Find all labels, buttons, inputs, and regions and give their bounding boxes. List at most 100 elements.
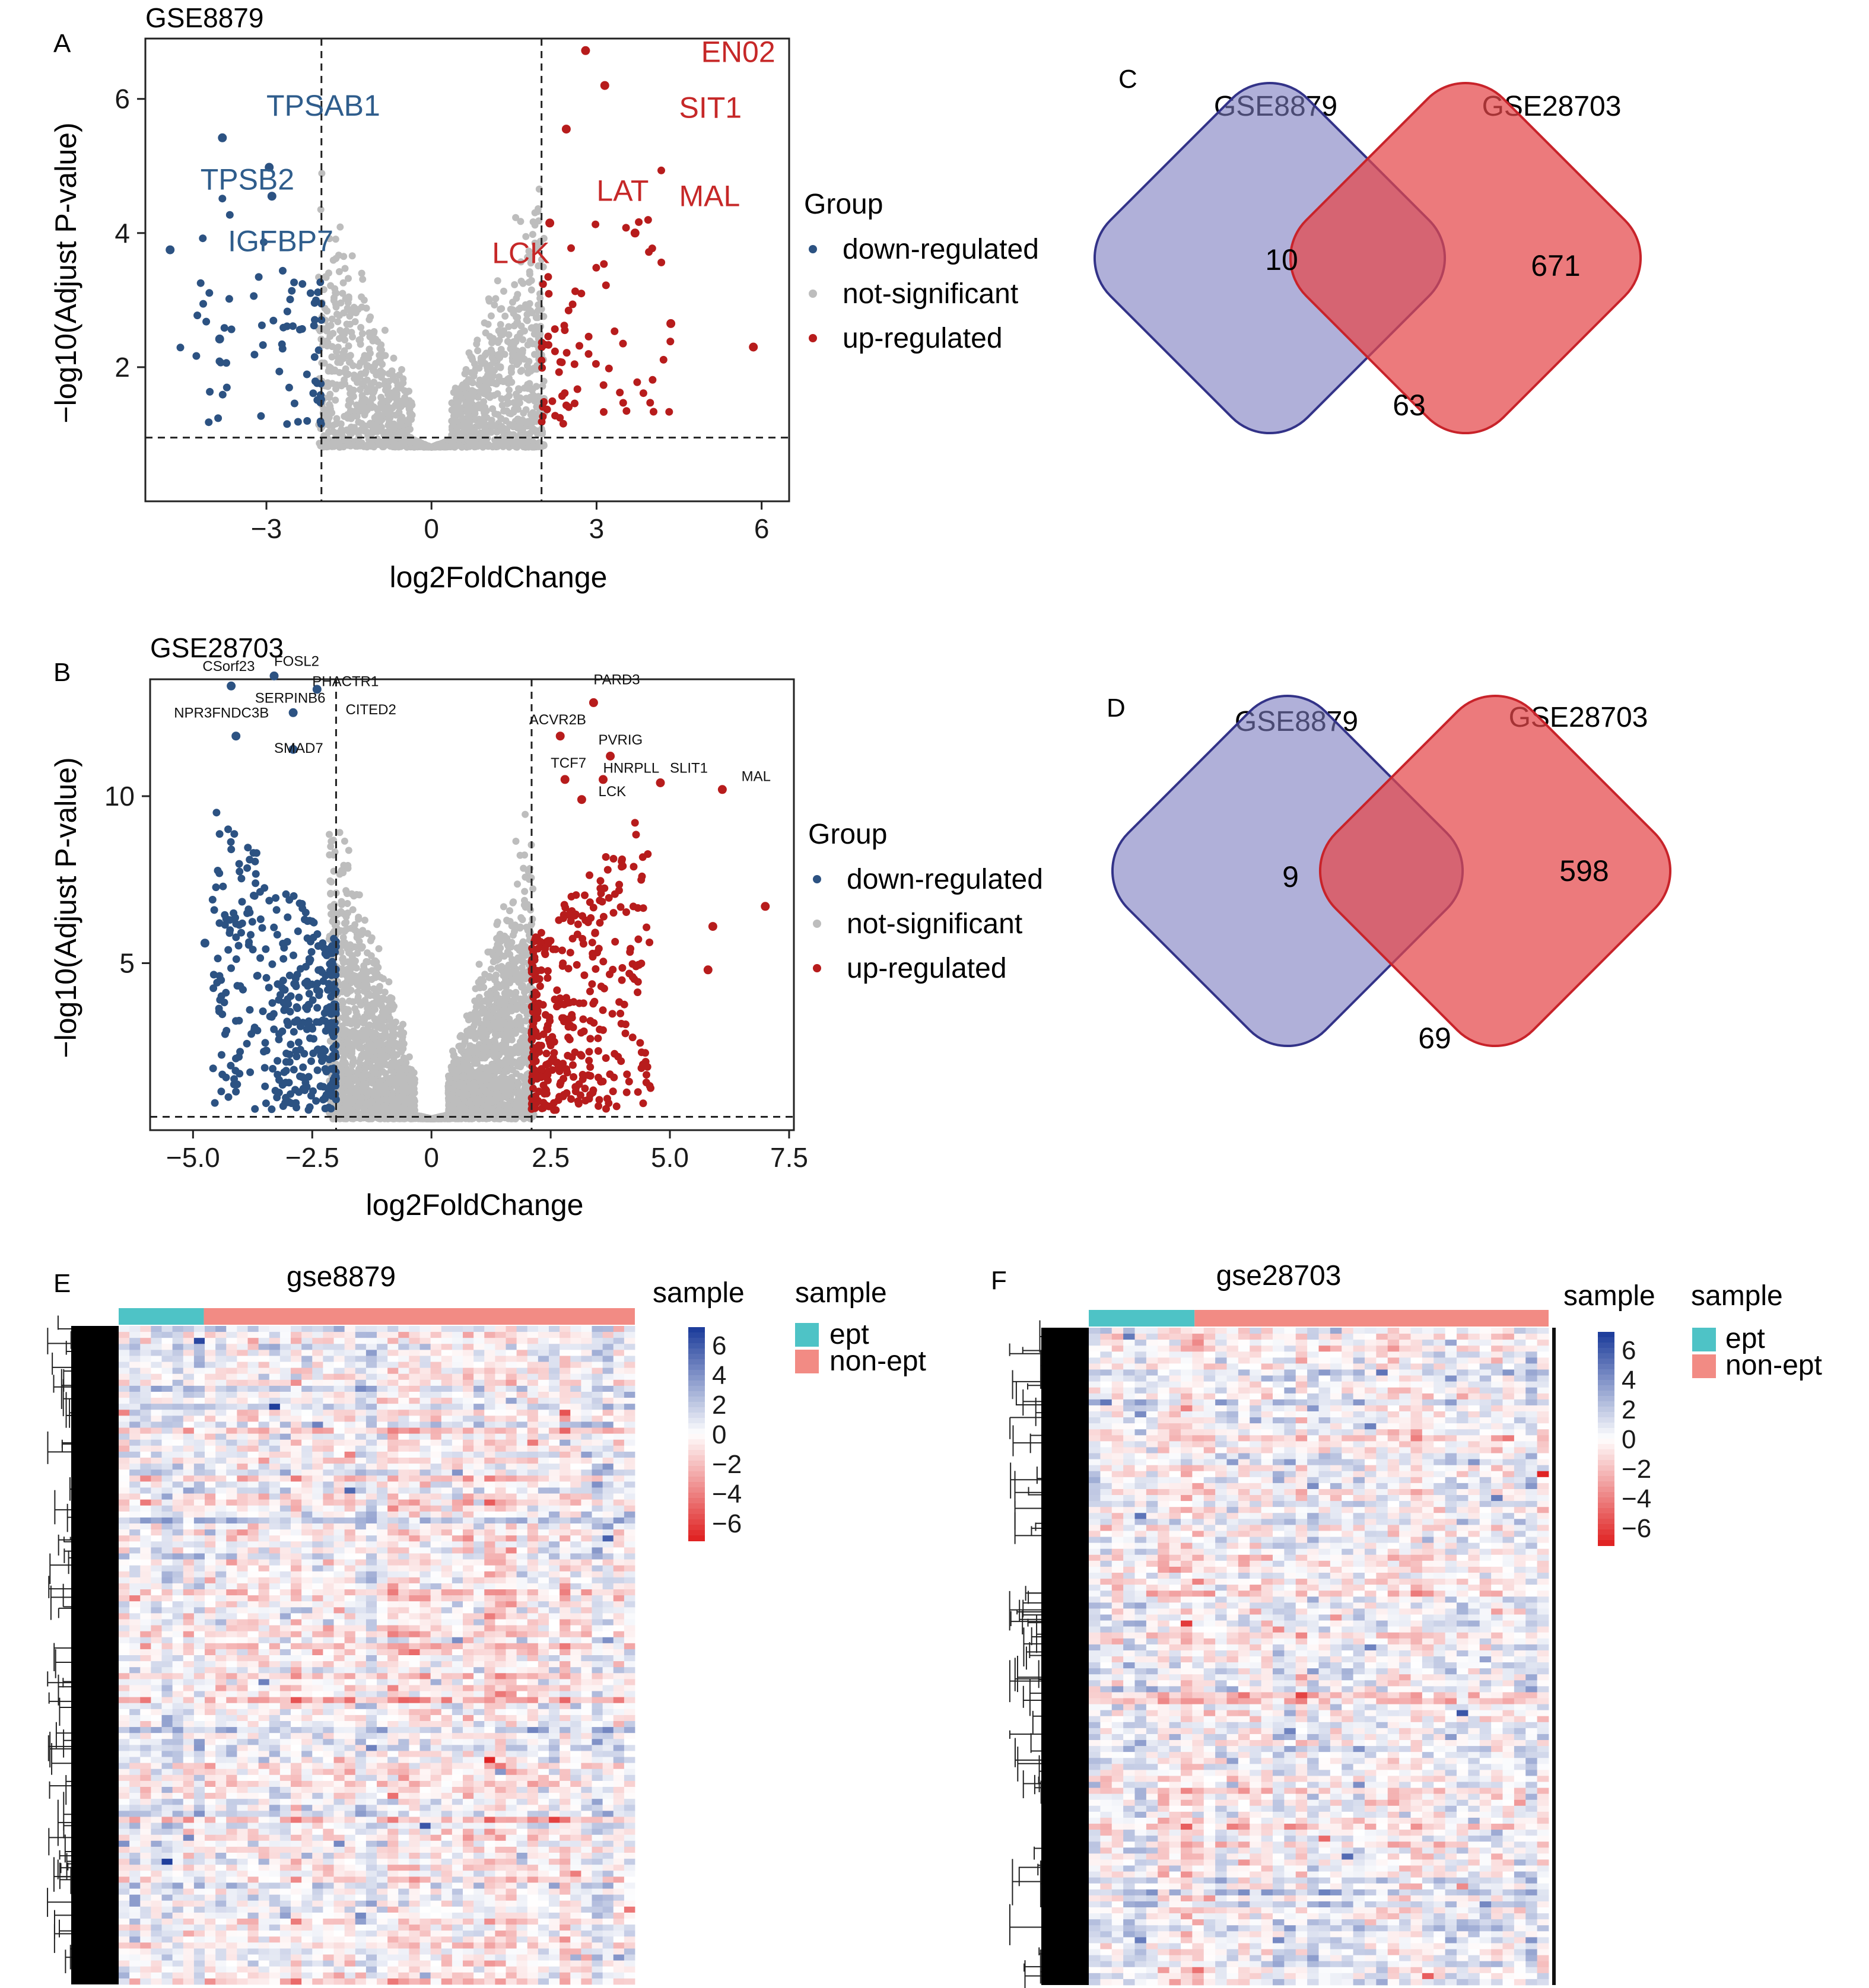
ns-point — [517, 976, 525, 984]
up-point — [599, 381, 608, 389]
down-point — [205, 289, 214, 297]
ns-point — [481, 1054, 489, 1062]
ns-point — [399, 1033, 406, 1041]
ns-point — [371, 362, 378, 370]
ns-point — [362, 368, 370, 376]
ns-point — [369, 1000, 377, 1007]
ns-point — [360, 1105, 368, 1113]
ns-point — [370, 1054, 378, 1062]
ns-point — [516, 946, 523, 954]
down-point — [303, 417, 312, 425]
ns-point — [378, 412, 386, 419]
ns-point — [511, 970, 519, 978]
highlight-point — [166, 245, 175, 255]
down-point — [193, 311, 202, 320]
ns-point — [445, 1102, 453, 1109]
ns-point — [410, 1104, 418, 1112]
ns-point — [527, 906, 535, 914]
up-point — [602, 281, 610, 290]
ns-point — [529, 385, 536, 393]
ns-point — [494, 964, 502, 972]
ns-point — [341, 837, 348, 845]
ns-point — [341, 412, 348, 420]
ns-point — [352, 1034, 360, 1042]
up-point — [592, 360, 600, 368]
ns-point — [518, 983, 525, 991]
ns-point — [481, 1087, 489, 1095]
ns-point — [375, 945, 383, 953]
highlight-point — [749, 342, 758, 352]
ns-point — [513, 1098, 521, 1106]
highlight-point — [600, 81, 609, 90]
ns-point — [351, 374, 358, 382]
ns-point — [338, 997, 346, 1005]
up-point — [560, 322, 568, 330]
ns-point — [332, 420, 340, 428]
ns-point — [518, 367, 526, 374]
ns-point — [474, 347, 482, 355]
ns-point — [506, 1054, 513, 1061]
ns-point — [318, 170, 326, 177]
ns-point — [529, 885, 537, 893]
ns-point — [500, 443, 507, 450]
ns-point — [390, 354, 398, 362]
ns-point — [484, 381, 491, 389]
ns-point — [325, 413, 333, 421]
down-point — [252, 870, 260, 878]
ns-point — [347, 1040, 355, 1048]
highlight-point — [581, 46, 590, 55]
up-point — [564, 306, 573, 314]
ns-point — [332, 303, 340, 311]
up-point — [600, 260, 608, 268]
ns-point — [471, 410, 479, 417]
ns-point — [406, 405, 414, 413]
ns-point — [432, 1114, 440, 1122]
ns-point — [384, 1007, 392, 1015]
ns-point — [487, 312, 495, 320]
up-point — [584, 332, 593, 341]
ns-point — [470, 1022, 478, 1030]
ns-point — [500, 980, 507, 988]
ns-point — [494, 918, 501, 926]
ns-point — [517, 1108, 525, 1116]
ns-point — [490, 1077, 497, 1085]
up-point — [605, 364, 613, 373]
ns-point — [465, 1099, 473, 1107]
ns-point — [331, 367, 339, 375]
ns-point — [337, 299, 345, 307]
up-point — [539, 412, 547, 421]
ns-point — [503, 1025, 510, 1033]
ns-point — [519, 279, 527, 287]
ns-point — [375, 1080, 383, 1087]
up-point — [649, 376, 657, 384]
x-tick-label: 0 — [424, 513, 439, 544]
down-point — [298, 325, 306, 333]
ns-point — [384, 1106, 392, 1114]
ns-point — [326, 333, 334, 340]
ns-point — [408, 416, 415, 423]
ns-point — [382, 386, 389, 394]
gene-label: TPSAB1 — [266, 89, 380, 122]
ns-point — [392, 387, 399, 395]
ns-point — [526, 300, 533, 307]
gene-label: LCK — [492, 237, 549, 270]
ns-point — [529, 231, 536, 238]
ns-point — [505, 323, 513, 330]
ns-point — [522, 952, 530, 959]
ns-point — [345, 1017, 352, 1024]
down-point — [298, 280, 307, 288]
ns-point — [451, 1115, 459, 1122]
down-point — [316, 417, 325, 425]
ns-point — [495, 1017, 503, 1025]
down-point — [278, 340, 286, 348]
ns-point — [475, 420, 482, 427]
panel-a-letter: A — [53, 29, 71, 58]
ns-point — [349, 906, 357, 914]
ns-point — [347, 964, 354, 972]
up-point — [539, 280, 547, 288]
ns-point — [356, 386, 364, 393]
ns-point — [358, 269, 365, 277]
down-point — [272, 906, 281, 914]
up-point — [592, 263, 600, 272]
